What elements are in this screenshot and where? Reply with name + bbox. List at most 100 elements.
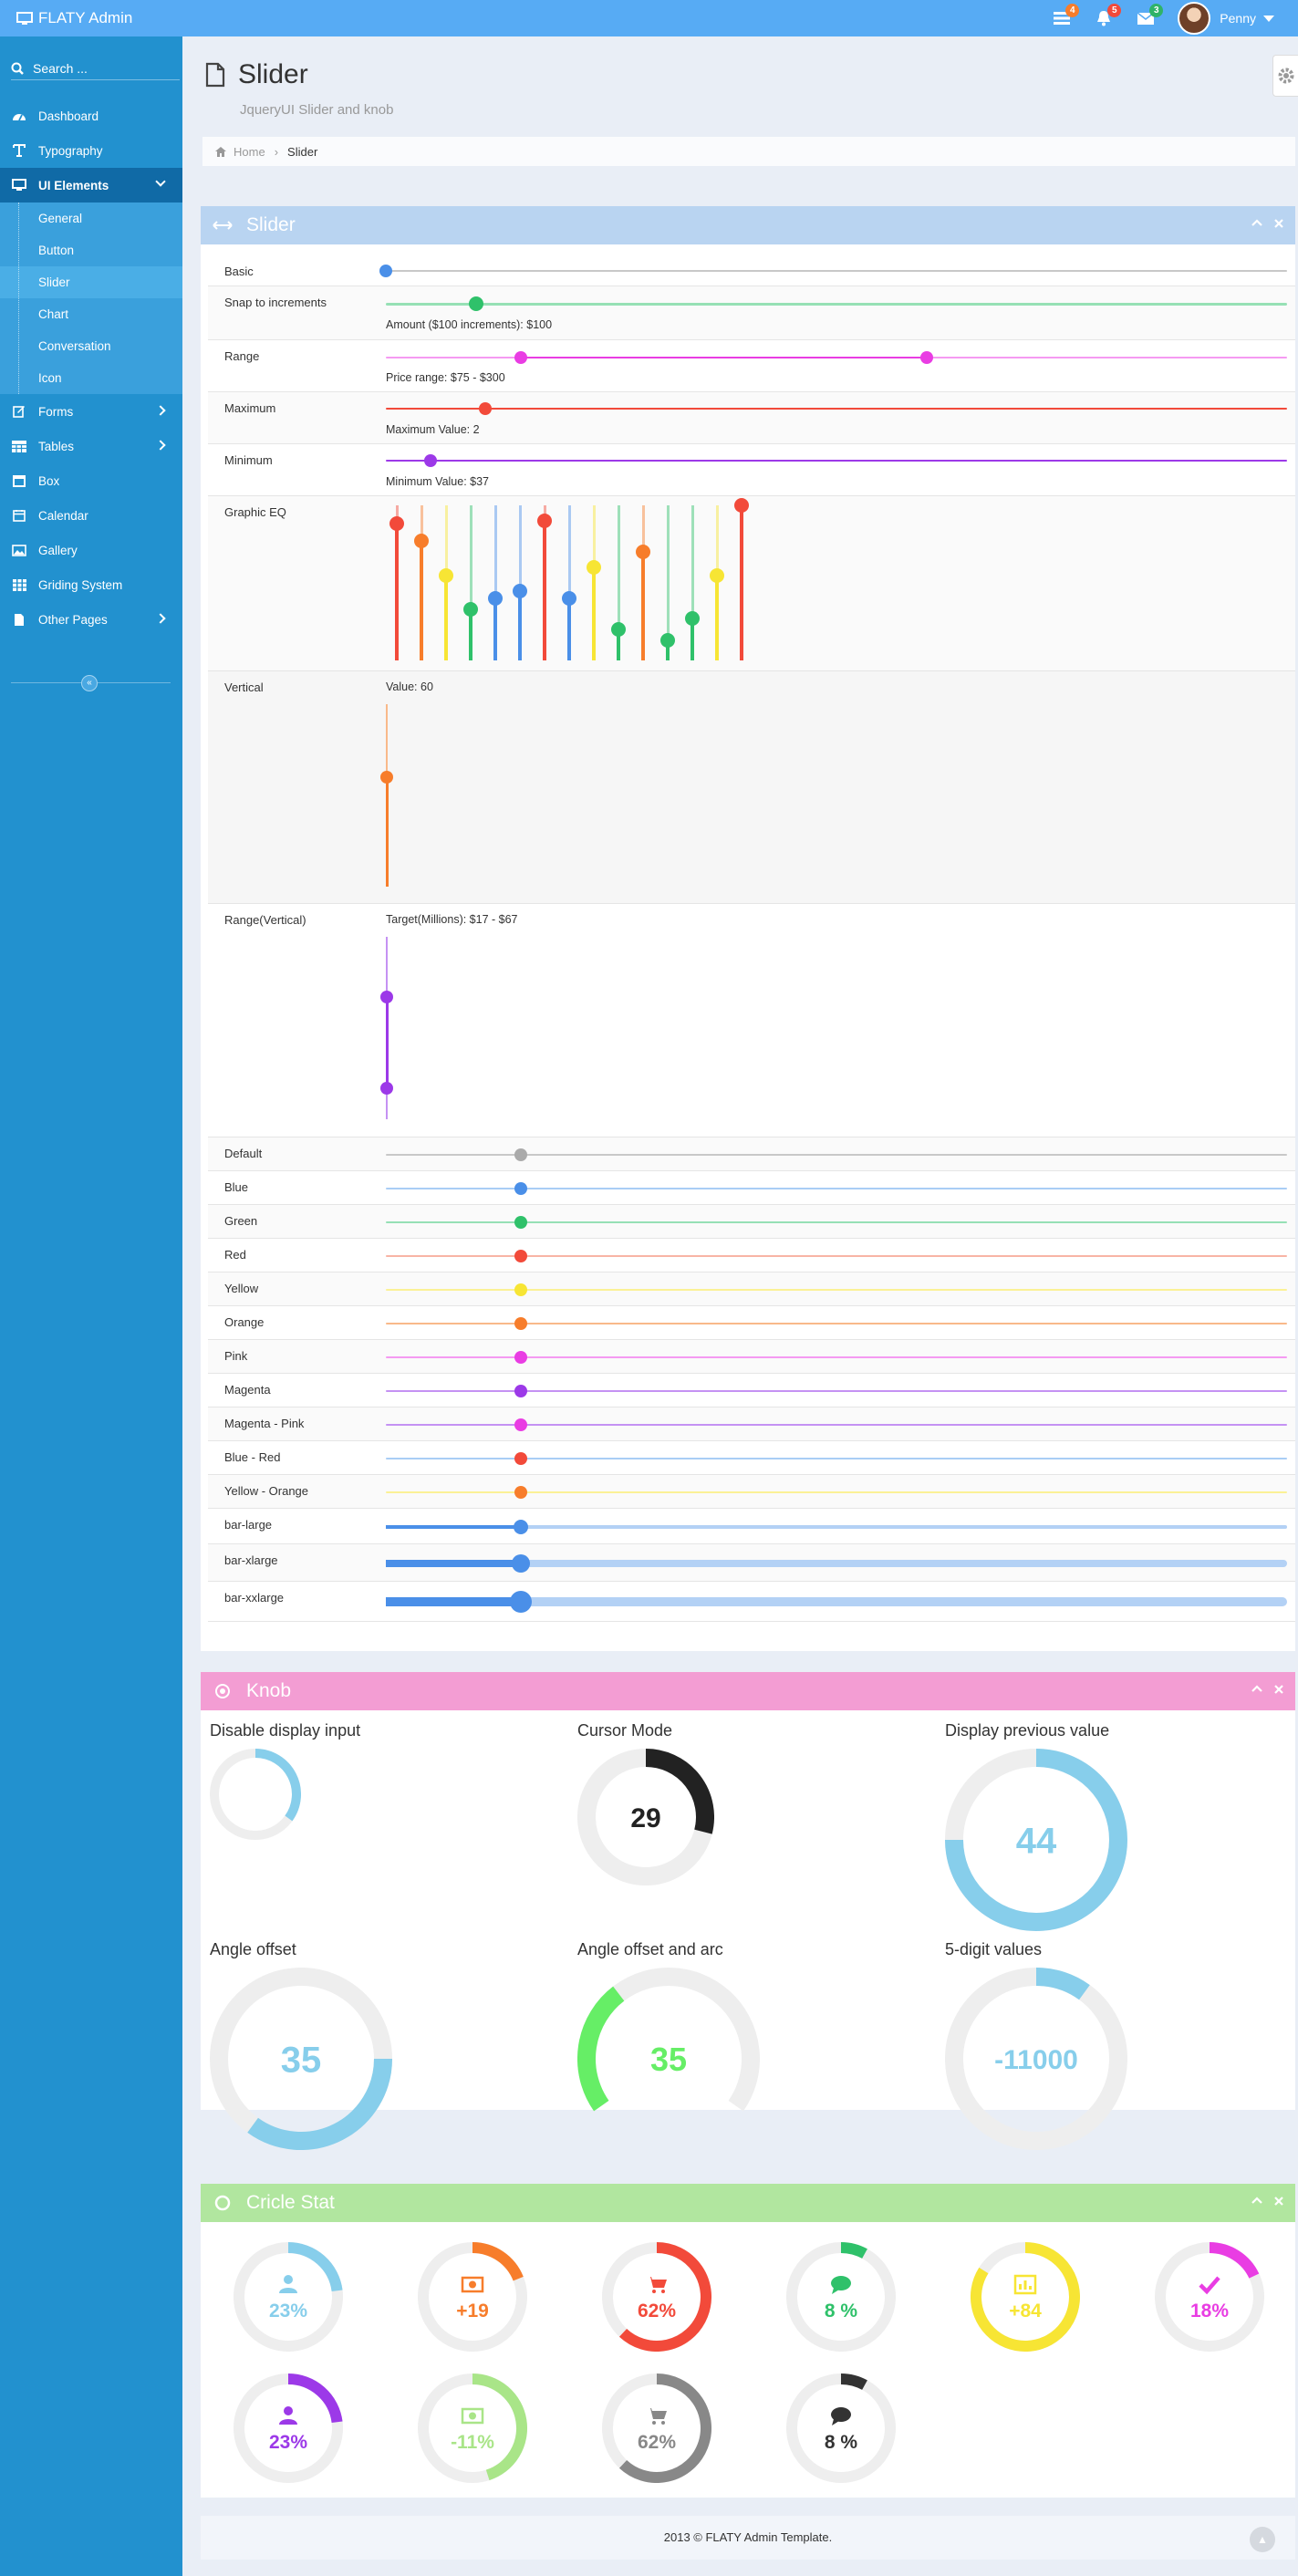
slider-track[interactable] (386, 302, 1287, 306)
sidebar-subitem-button[interactable]: Button (38, 244, 75, 257)
slider-handle[interactable] (514, 1451, 528, 1465)
eq-slider-handle[interactable] (513, 583, 527, 598)
slider-handle[interactable] (379, 265, 392, 277)
eq-slider-track[interactable] (493, 505, 497, 660)
slider-handle[interactable] (514, 1519, 529, 1534)
eq-slider-track[interactable] (617, 505, 620, 660)
sidebar-subitem-chart[interactable]: Chart (38, 307, 69, 321)
close-icon[interactable] (1273, 1684, 1284, 1695)
knob[interactable]: 29 (577, 1749, 714, 1885)
sidebar-collapse-button[interactable]: « (81, 675, 98, 691)
circle-stat[interactable]: -11% (418, 2373, 527, 2483)
slider-handle[interactable] (514, 1384, 528, 1397)
eq-slider-handle[interactable] (734, 498, 749, 513)
tasks-button[interactable]: 4 (1052, 4, 1080, 28)
slider-handle[interactable] (510, 1591, 533, 1613)
slider-track[interactable] (386, 1491, 1287, 1493)
slider-track[interactable] (386, 1559, 1287, 1567)
sidebar-item-calendar[interactable]: Calendar (0, 498, 182, 533)
scroll-top-button[interactable]: ▲ (1250, 2527, 1275, 2552)
slider-handle[interactable] (514, 351, 528, 364)
slider-track[interactable] (386, 1187, 1287, 1189)
slider-handle[interactable] (512, 1553, 531, 1573)
breadcrumb-home[interactable]: Home (234, 144, 265, 159)
eq-slider-handle[interactable] (463, 601, 478, 617)
settings-button[interactable] (1272, 55, 1298, 97)
avatar[interactable] (1178, 2, 1211, 35)
sidebar-subitem-general[interactable]: General (38, 212, 83, 225)
slider-track[interactable] (386, 1322, 1287, 1324)
slider-track[interactable] (386, 1288, 1287, 1291)
sidebar-item-dashboard[interactable]: Dashboard (0, 99, 182, 133)
eq-slider-handle[interactable] (537, 514, 552, 528)
slider-handle[interactable] (514, 1148, 528, 1161)
brand[interactable]: FLATY Admin (16, 9, 132, 27)
slider-track[interactable] (386, 270, 1287, 272)
eq-slider-track[interactable] (567, 505, 571, 660)
eq-slider-handle[interactable] (611, 622, 626, 637)
sidebar-item-ui-elements[interactable]: UI Elements (0, 168, 182, 203)
circle-stat[interactable]: 8 % (786, 2242, 896, 2352)
caret-down-icon[interactable] (1263, 15, 1274, 22)
knob[interactable]: -11000 (945, 1968, 1127, 2150)
slider-track[interactable] (386, 1423, 1287, 1426)
knob[interactable]: 44 (945, 1749, 1127, 1931)
vertical-slider-handle[interactable] (380, 771, 393, 784)
slider-handle[interactable] (514, 1418, 528, 1431)
notifications-button[interactable]: 5 (1094, 4, 1122, 28)
sidebar-item-forms[interactable]: Forms (0, 394, 182, 429)
knob[interactable]: 35 (210, 1968, 392, 2150)
slider-handle[interactable] (468, 296, 483, 311)
slider-track[interactable] (386, 1524, 1287, 1529)
slider-handle[interactable] (919, 351, 933, 364)
slider-handle[interactable] (514, 1350, 528, 1364)
sidebar-item-tables[interactable]: Tables (0, 429, 182, 463)
chevron-up-icon[interactable] (1251, 1684, 1262, 1695)
slider-track[interactable] (386, 1153, 1287, 1156)
slider-handle[interactable] (514, 1249, 528, 1262)
sidebar-search[interactable]: Search ... (11, 57, 180, 80)
user-name[interactable]: Penny (1220, 11, 1256, 26)
eq-slider-handle[interactable] (636, 545, 650, 559)
slider-track[interactable] (386, 1254, 1287, 1257)
eq-slider-handle[interactable] (562, 591, 576, 606)
eq-slider-handle[interactable] (439, 567, 453, 583)
slider-handle[interactable] (514, 1316, 528, 1330)
sidebar-subitem-icon[interactable]: Icon (38, 371, 62, 385)
close-icon[interactable] (1273, 218, 1284, 229)
sidebar-item-box[interactable]: Box (0, 463, 182, 498)
circle-stat[interactable]: 18% (1155, 2242, 1264, 2352)
slider-track[interactable] (386, 1457, 1287, 1459)
search-input[interactable]: Search ... (33, 60, 88, 76)
messages-button[interactable]: 3 (1136, 4, 1164, 28)
knob[interactable] (210, 1749, 301, 1840)
sidebar-item-griding-system[interactable]: Griding System (0, 567, 182, 602)
circle-stat[interactable]: +19 (418, 2242, 527, 2352)
vertical-slider-handle[interactable] (380, 1082, 393, 1095)
circle-stat[interactable]: 23% (234, 2242, 343, 2352)
vertical-slider-handle[interactable] (380, 991, 393, 1003)
slider-track[interactable] (386, 408, 1287, 410)
eq-slider-handle[interactable] (414, 534, 429, 549)
circle-stat[interactable]: 8 % (786, 2373, 896, 2483)
sidebar-item-gallery[interactable]: Gallery (0, 533, 182, 567)
sidebar-item-other-pages[interactable]: Other Pages (0, 602, 182, 637)
sidebar-subitem-slider[interactable]: Slider (0, 266, 182, 298)
knob[interactable]: 35 (577, 1968, 760, 2150)
close-icon[interactable] (1273, 2196, 1284, 2207)
eq-slider-track[interactable] (691, 505, 694, 660)
slider-track[interactable] (386, 1220, 1287, 1223)
eq-slider-handle[interactable] (488, 591, 503, 606)
slider-track[interactable] (386, 460, 1287, 462)
slider-handle[interactable] (514, 1181, 528, 1195)
circle-stat[interactable]: 62% (602, 2242, 711, 2352)
eq-slider-handle[interactable] (660, 632, 675, 648)
eq-slider-track[interactable] (666, 505, 670, 660)
slider-handle[interactable] (478, 402, 492, 415)
slider-track[interactable] (386, 1356, 1287, 1358)
circle-stat[interactable]: +84 (971, 2242, 1080, 2352)
slider-handle[interactable] (514, 1215, 528, 1229)
sidebar-item-typography[interactable]: Typography (0, 133, 182, 168)
sidebar-subitem-conversation[interactable]: Conversation (38, 339, 111, 353)
eq-slider-handle[interactable] (389, 516, 404, 532)
